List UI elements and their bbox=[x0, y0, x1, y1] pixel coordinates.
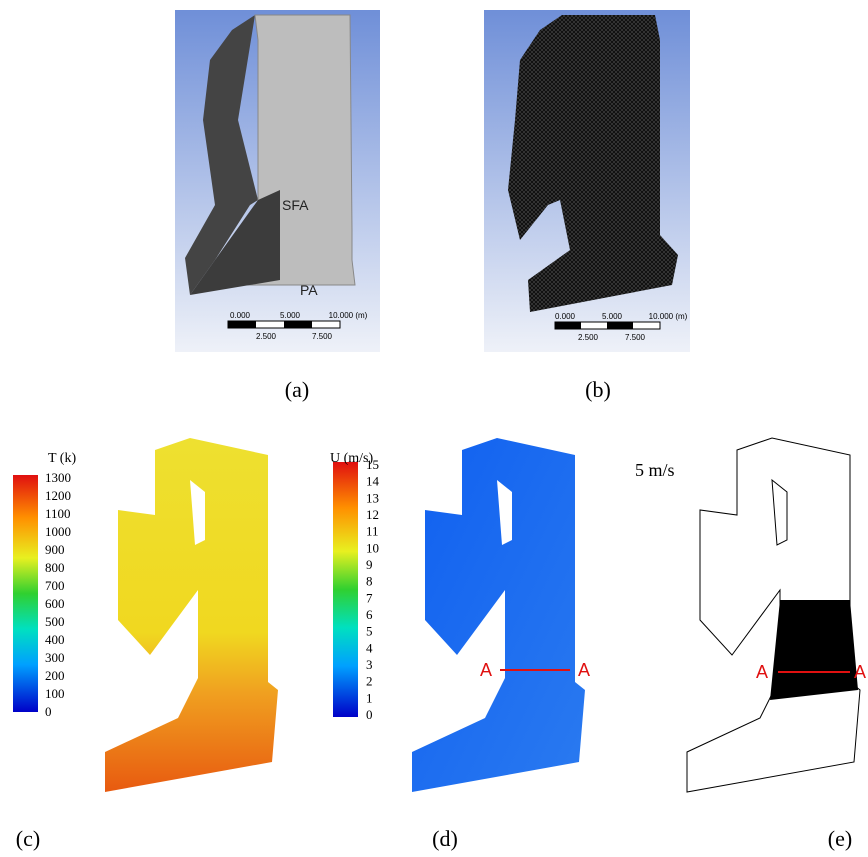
colorbar bbox=[13, 475, 38, 712]
panel-label: (d) bbox=[432, 826, 458, 851]
colorbar-tick-label: 400 bbox=[45, 632, 65, 647]
colorbar-tick-label: 14 bbox=[366, 474, 380, 489]
section-label: A bbox=[480, 660, 492, 680]
colorbar-tick-label: 15 bbox=[366, 457, 379, 472]
colorbar-tick-label: 11 bbox=[366, 524, 379, 539]
colorbar-tick-label: 6 bbox=[366, 607, 373, 622]
colorbar-tick-label: 3 bbox=[366, 657, 373, 672]
scale-label: 10.000 (m) bbox=[649, 312, 688, 321]
scale-label: 7.500 bbox=[312, 332, 333, 341]
colorbar-tick-label: 1100 bbox=[45, 506, 71, 521]
section-label: A bbox=[578, 660, 590, 680]
scale-label: 5.000 bbox=[602, 312, 623, 321]
scale-seg bbox=[555, 322, 581, 329]
scale-seg bbox=[284, 321, 312, 328]
colorbar-tick-label: 700 bbox=[45, 578, 65, 593]
colorbar-tick-label: 0 bbox=[366, 707, 373, 722]
colorbar bbox=[333, 462, 358, 717]
pa-label: PA bbox=[300, 282, 318, 298]
colorbar-tick-label: 1 bbox=[366, 690, 373, 705]
panel-label: (e) bbox=[828, 826, 852, 851]
sfa-label: SFA bbox=[282, 197, 309, 213]
colorbar-tick-label: 5 bbox=[366, 624, 373, 639]
scale-label: 7.500 bbox=[625, 333, 646, 342]
colorbar-tick-label: 9 bbox=[366, 557, 373, 572]
colorbar-tick-label: 1300 bbox=[45, 470, 71, 485]
section-label: A bbox=[756, 662, 768, 682]
colorbar-tick-label: 10 bbox=[366, 540, 379, 555]
scale-label: 0.000 bbox=[230, 311, 251, 320]
velocity-field bbox=[412, 438, 585, 792]
colorbar-tick-label: 0 bbox=[45, 704, 52, 719]
dense-vectors bbox=[770, 600, 858, 700]
scale-seg bbox=[607, 322, 633, 329]
scale-label: 2.500 bbox=[256, 332, 277, 341]
scale-seg bbox=[228, 321, 256, 328]
colorbar-tick-label: 600 bbox=[45, 596, 65, 611]
panel-label: (a) bbox=[285, 377, 309, 402]
colorbar-tick-label: 200 bbox=[45, 668, 65, 683]
colorbar-tick-label: 500 bbox=[45, 614, 65, 629]
colorbar-tick-label: 1200 bbox=[45, 488, 71, 503]
panel-label: (c) bbox=[16, 826, 40, 851]
colorbar-tick-label: 1000 bbox=[45, 524, 71, 539]
colorbar-tick-label: 13 bbox=[366, 490, 379, 505]
colorbar-tick-label: 300 bbox=[45, 650, 65, 665]
scale-label: 10.000 (m) bbox=[329, 311, 368, 320]
colorbar-tick-label: 2 bbox=[366, 674, 373, 689]
colorbar-tick-label: 900 bbox=[45, 542, 65, 557]
section-label: A bbox=[854, 662, 866, 682]
temperature-field bbox=[105, 438, 278, 792]
reference-label: 5 m/s bbox=[635, 460, 675, 480]
panel-label: (b) bbox=[585, 377, 611, 402]
colorbar-tick-label: 4 bbox=[366, 640, 373, 655]
colorbar-tick-label: 800 bbox=[45, 560, 65, 575]
scale-label: 0.000 bbox=[555, 312, 576, 321]
colorbar-tick-label: 100 bbox=[45, 686, 65, 701]
colorbar-tick-label: 8 bbox=[366, 574, 373, 589]
colorbar-title: T (k) bbox=[48, 451, 76, 466]
scale-label: 5.000 bbox=[280, 311, 301, 320]
colorbar-tick-label: 7 bbox=[366, 590, 373, 605]
figure: SFA PA 0.000 5.000 10.000 (m) 2.500 7.50… bbox=[0, 0, 868, 857]
scale-label: 2.500 bbox=[578, 333, 599, 342]
colorbar-tick-label: 12 bbox=[366, 507, 379, 522]
